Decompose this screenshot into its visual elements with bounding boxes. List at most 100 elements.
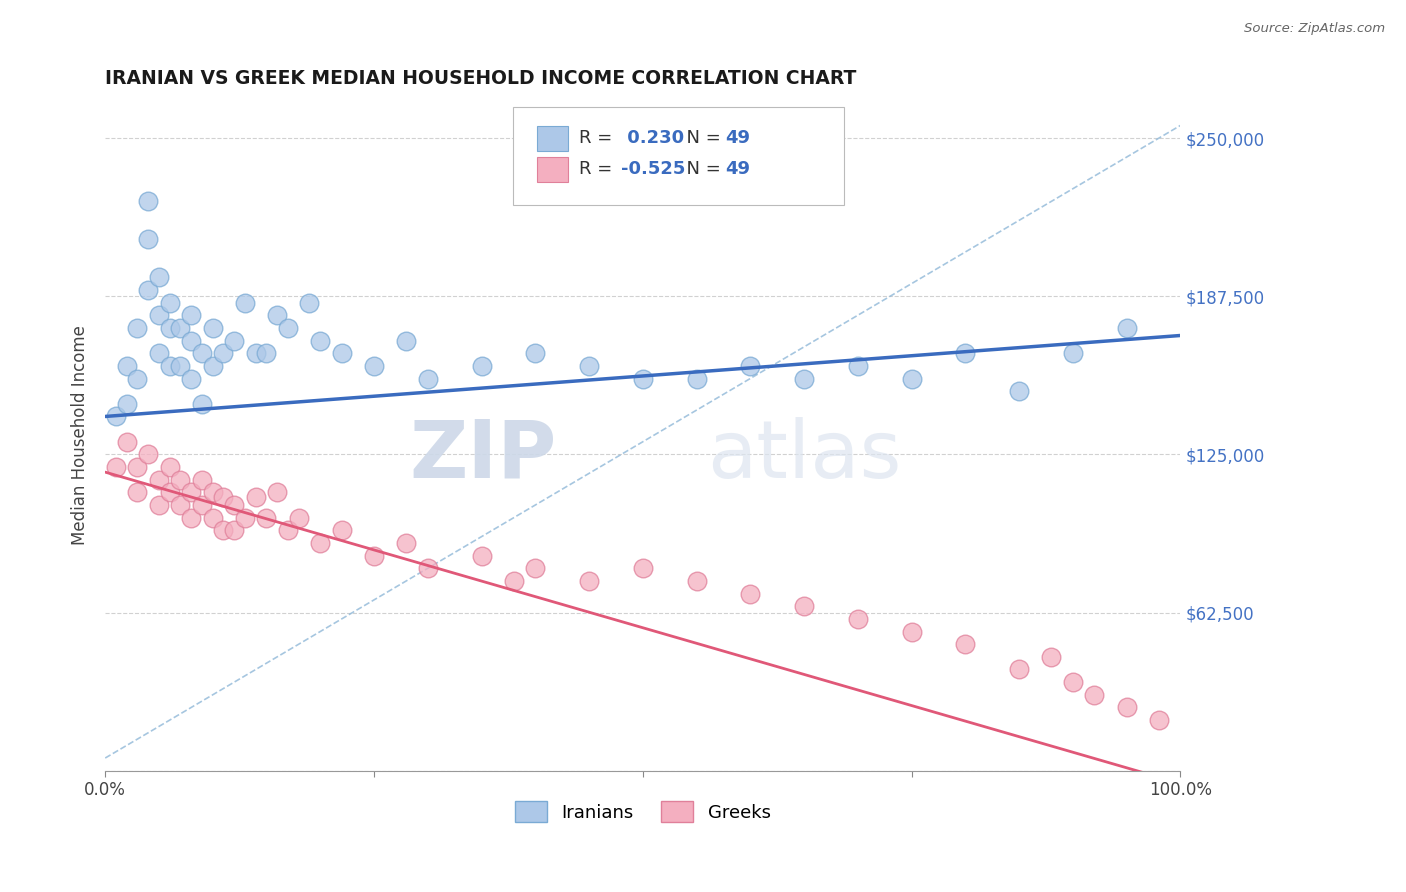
Point (115, 434, 138, 449)
Legend: Iranians, Greeks: Iranians, Greeks (515, 801, 770, 822)
Point (256, 346, 278, 360)
Point (245, 491, 267, 505)
Point (685, 574, 707, 588)
Point (256, 510, 278, 524)
Point (470, 549, 492, 563)
Point (1115, 700, 1137, 714)
Point (846, 612, 869, 626)
Point (1062, 675, 1084, 690)
Point (330, 346, 353, 360)
Point (287, 510, 309, 524)
Point (191, 498, 214, 512)
Point (1147, 713, 1170, 727)
Point (127, 371, 149, 385)
Point (1008, 384, 1031, 399)
Text: atlas: atlas (707, 417, 901, 494)
Text: IRANIAN VS GREEK MEDIAN HOUSEHOLD INCOME CORRELATION CHART: IRANIAN VS GREEK MEDIAN HOUSEHOLD INCOME… (105, 69, 856, 87)
Point (191, 346, 214, 360)
Point (578, 574, 600, 588)
Point (201, 510, 224, 524)
Point (846, 359, 869, 373)
Point (395, 536, 418, 550)
Point (180, 371, 202, 385)
Point (266, 485, 288, 500)
Point (212, 346, 235, 360)
Point (955, 346, 977, 360)
Point (148, 346, 170, 360)
Point (148, 498, 170, 512)
Point (245, 346, 267, 360)
Point (685, 371, 707, 385)
Point (180, 510, 202, 524)
Point (740, 586, 762, 600)
Point (136, 447, 159, 461)
Point (309, 334, 332, 348)
Point (233, 295, 256, 310)
Point (115, 397, 138, 411)
Point (900, 624, 922, 639)
Point (395, 334, 418, 348)
Point (502, 574, 524, 588)
Point (159, 321, 181, 335)
Point (212, 524, 235, 538)
Text: -0.525: -0.525 (621, 161, 686, 178)
Point (298, 295, 321, 310)
Point (309, 536, 332, 550)
Point (1040, 649, 1063, 664)
Y-axis label: Median Household Income: Median Household Income (72, 326, 89, 545)
Point (159, 359, 181, 373)
Point (104, 460, 127, 475)
Point (212, 491, 235, 505)
Point (159, 460, 181, 475)
Point (416, 371, 439, 385)
Point (201, 359, 224, 373)
Point (524, 561, 547, 575)
Point (578, 359, 600, 373)
Point (148, 473, 170, 487)
Point (224, 334, 246, 348)
Point (127, 321, 149, 335)
Text: R =: R = (579, 161, 619, 178)
Point (233, 510, 256, 524)
Point (955, 637, 977, 651)
Text: N =: N = (675, 129, 727, 147)
Point (180, 308, 202, 322)
Point (136, 194, 159, 209)
Point (363, 359, 385, 373)
Text: ZIP: ZIP (409, 417, 557, 494)
Point (136, 232, 159, 246)
Text: R =: R = (579, 129, 619, 147)
Point (159, 485, 181, 500)
Text: 49: 49 (725, 161, 751, 178)
Point (793, 599, 815, 614)
Point (127, 460, 149, 475)
Point (524, 346, 547, 360)
Point (793, 371, 815, 385)
Point (136, 283, 159, 297)
Point (740, 359, 762, 373)
Point (900, 371, 922, 385)
Point (363, 549, 385, 563)
Point (127, 485, 149, 500)
Point (169, 498, 191, 512)
Text: 49: 49 (725, 129, 751, 147)
Point (148, 270, 170, 285)
Point (266, 308, 288, 322)
Text: Source: ZipAtlas.com: Source: ZipAtlas.com (1244, 22, 1385, 36)
Point (224, 498, 246, 512)
Point (159, 295, 181, 310)
Point (1008, 663, 1031, 677)
Point (201, 485, 224, 500)
Point (470, 359, 492, 373)
Point (180, 485, 202, 500)
Point (169, 359, 191, 373)
Point (277, 321, 299, 335)
Point (330, 524, 353, 538)
Text: N =: N = (675, 161, 727, 178)
Point (1115, 321, 1137, 335)
Point (169, 473, 191, 487)
Point (191, 397, 214, 411)
Point (631, 371, 654, 385)
Point (1083, 688, 1105, 702)
Point (115, 359, 138, 373)
